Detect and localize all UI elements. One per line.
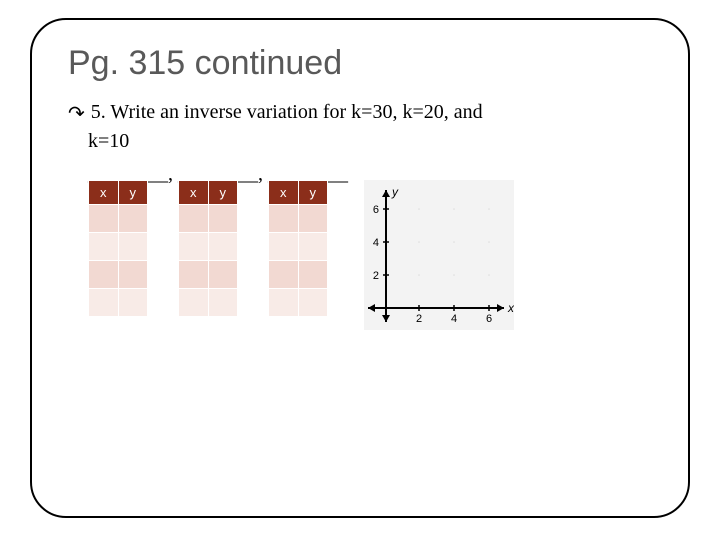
coordinate-graph: 2 4 6 2 4 6 x y: [364, 180, 514, 330]
bullet-text-line1: 5. Write an inverse variation for k=30, …: [91, 101, 483, 124]
bullet-item: ↷ 5. Write an inverse variation for k=30…: [68, 101, 652, 126]
table-cell: [179, 261, 209, 289]
table-cell: [118, 289, 148, 317]
table-cell: [118, 205, 148, 233]
table-cell: [298, 289, 328, 317]
svg-text:2: 2: [373, 270, 379, 282]
table-cell: [269, 233, 299, 261]
svg-text:y: y: [391, 185, 399, 199]
table3-header-x: x: [269, 181, 299, 205]
table-cell: [298, 261, 328, 289]
xy-table-2: x y: [178, 180, 238, 317]
table2-header-y: y: [208, 181, 238, 205]
table-cell: [269, 205, 299, 233]
table1-header-x: x: [89, 181, 119, 205]
table-cell: [89, 233, 119, 261]
table-cell: [298, 205, 328, 233]
svg-text:6: 6: [373, 204, 379, 216]
table-cell: [118, 261, 148, 289]
table-cell: [269, 261, 299, 289]
table-cell: [269, 289, 299, 317]
table1-header-y: y: [118, 181, 148, 205]
table-cell: [208, 261, 238, 289]
bullet-text-line2: k=10: [88, 130, 652, 153]
table-cell: [179, 205, 209, 233]
table-cell: [179, 289, 209, 317]
table-cell: [208, 289, 238, 317]
xy-table-1: x y: [88, 180, 148, 317]
table-cell: [179, 233, 209, 261]
table-cell: [89, 205, 119, 233]
slide-frame: Pg. 315 continued ↷ 5. Write an inverse …: [30, 18, 690, 518]
table-cell: [208, 233, 238, 261]
table2-header-x: x: [179, 181, 209, 205]
svg-text:4: 4: [451, 313, 457, 325]
table-cell: [298, 233, 328, 261]
table-cell: [208, 205, 238, 233]
graph-svg: 2 4 6 2 4 6 x y: [364, 180, 514, 330]
svg-text:6: 6: [486, 313, 492, 325]
page-title: Pg. 315 continued: [68, 44, 652, 83]
bullet-marker: ↷: [68, 101, 85, 126]
table-cell: [89, 289, 119, 317]
xy-table-3: x y: [268, 180, 328, 317]
table-cell: [89, 261, 119, 289]
svg-text:4: 4: [373, 237, 379, 249]
svg-text:x: x: [507, 301, 514, 315]
tables-and-graph-row: x y x y x y: [88, 180, 652, 330]
table3-header-y: y: [298, 181, 328, 205]
table-cell: [118, 233, 148, 261]
svg-text:2: 2: [416, 313, 422, 325]
